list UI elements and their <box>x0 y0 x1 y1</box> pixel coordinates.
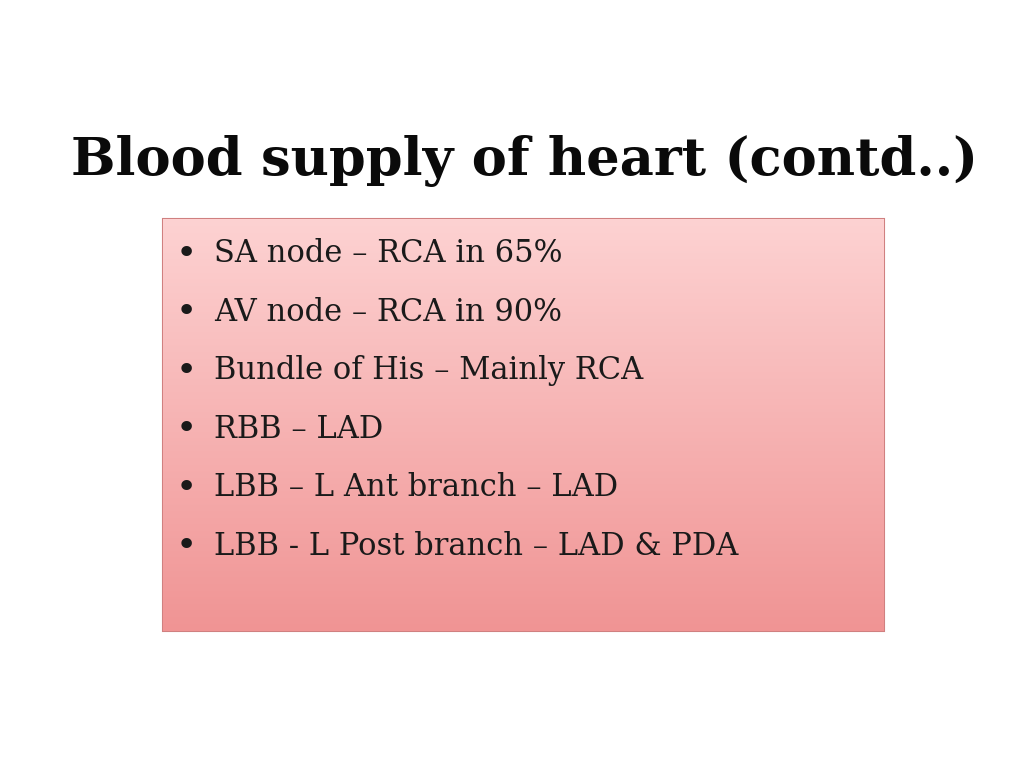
Text: Bundle of His – Mainly RCA: Bundle of His – Mainly RCA <box>214 356 644 386</box>
Text: •: • <box>176 529 198 564</box>
Text: •: • <box>176 237 198 271</box>
Text: •: • <box>176 296 198 329</box>
Text: •: • <box>176 354 198 388</box>
Text: RBB – LAD: RBB – LAD <box>214 414 384 445</box>
Text: Blood supply of heart (contd..): Blood supply of heart (contd..) <box>72 135 978 187</box>
Text: SA node – RCA in 65%: SA node – RCA in 65% <box>214 238 563 270</box>
Text: LBB - L Post branch – LAD & PDA: LBB - L Post branch – LAD & PDA <box>214 531 739 562</box>
Text: •: • <box>176 412 198 446</box>
Text: AV node – RCA in 90%: AV node – RCA in 90% <box>214 297 562 328</box>
Text: •: • <box>176 471 198 505</box>
Text: LBB – L Ant branch – LAD: LBB – L Ant branch – LAD <box>214 472 618 504</box>
